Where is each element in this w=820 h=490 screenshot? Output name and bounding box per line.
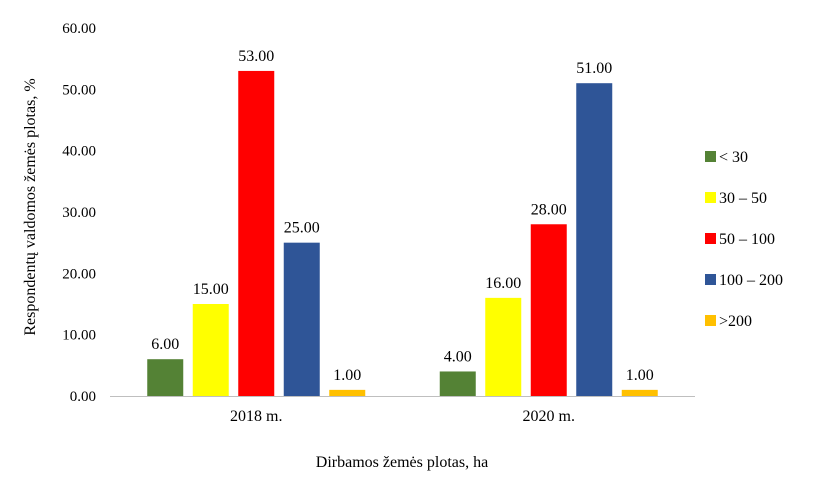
data-label: 4.00: [444, 348, 472, 365]
data-label: 25.00: [284, 220, 320, 237]
legend-swatch: [705, 151, 716, 162]
y-tick-label: 0.00: [70, 389, 96, 405]
bar: [147, 359, 184, 396]
x-tick-label: 2020 m.: [523, 408, 575, 425]
legend-swatch: [705, 233, 716, 244]
legend-swatch: [705, 315, 716, 326]
y-tick-label: 60.00: [62, 21, 96, 37]
bar: [576, 83, 613, 396]
bar: [530, 224, 567, 396]
bar: [621, 389, 658, 396]
legend-label: < 30: [719, 149, 748, 166]
y-axis-title: Respondentų valdomos žemės plotas, %: [22, 78, 39, 335]
bar: [238, 70, 275, 396]
legend-label: 30 – 50: [719, 190, 767, 207]
y-tick-label: 40.00: [62, 144, 96, 160]
legend-label: 100 – 200: [719, 272, 783, 289]
bar: [329, 389, 366, 396]
data-label: 15.00: [193, 281, 229, 298]
x-tick-label: 2018 m.: [230, 408, 282, 425]
y-tick-label: 30.00: [62, 205, 96, 221]
legend-swatch: [705, 192, 716, 203]
data-label: 51.00: [576, 60, 612, 77]
y-tick-label: 20.00: [62, 266, 96, 282]
data-label: 1.00: [626, 367, 654, 384]
x-axis-title: Dirbamos žemės plotas, ha: [316, 454, 488, 471]
bar: [192, 304, 229, 396]
y-tick-label: 50.00: [62, 82, 96, 98]
legend-label: >200: [719, 313, 752, 330]
data-label: 1.00: [333, 367, 361, 384]
x-axis: 2018 m. 2020 m.: [110, 396, 695, 425]
data-label: 6.00: [151, 336, 179, 353]
data-label: 53.00: [238, 48, 274, 65]
bars: [147, 70, 658, 396]
data-label: 16.00: [485, 275, 521, 292]
bar: [439, 371, 476, 396]
legend: < 30 30 – 50 50 – 100 100 – 200 >200: [705, 149, 783, 330]
data-labels: 6.00 15.00 53.00 25.00 1.00 4.00 16.00 28.00 51.…: [151, 48, 654, 384]
y-axis: 0.00 10.00 20.00 30.00 40.00 50.00 60.00: [62, 21, 96, 405]
legend-label: 50 – 100: [719, 231, 775, 248]
bar: [283, 242, 320, 396]
data-label: 28.00: [531, 201, 567, 218]
legend-swatch: [705, 274, 716, 285]
bar: [485, 297, 522, 396]
y-tick-label: 10.00: [62, 328, 96, 344]
